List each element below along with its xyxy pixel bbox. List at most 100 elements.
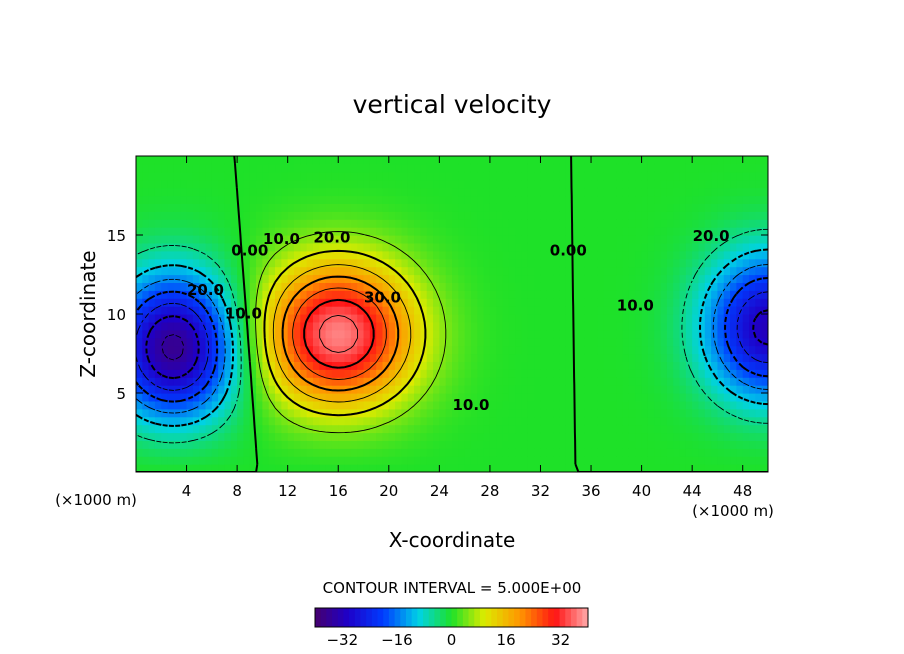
- heatmap-cell: [628, 179, 636, 189]
- heatmap-cell: [344, 408, 352, 418]
- heatmap-cell: [704, 345, 712, 355]
- heatmap-cell: [211, 163, 219, 173]
- heatmap-cell: [572, 227, 579, 236]
- heatmap-cell: [281, 464, 289, 472]
- heatmap-cell: [287, 314, 295, 323]
- colorbar-tick-label: −32: [326, 631, 358, 649]
- contour-label: 0.00: [550, 241, 587, 259]
- heatmap-cell: [660, 353, 668, 362]
- heatmap-cell: [464, 171, 472, 181]
- heatmap-cell: [458, 369, 466, 378]
- heatmap-cell: [565, 235, 573, 244]
- heatmap-cell: [572, 329, 579, 339]
- heatmap-cell: [464, 440, 472, 449]
- heatmap-cell: [534, 156, 542, 165]
- heatmap-cell: [287, 258, 295, 268]
- heatmap-cell: [584, 424, 592, 434]
- heatmap-cell: [654, 219, 662, 228]
- heatmap-cell: [357, 203, 365, 212]
- heatmap-cell: [319, 345, 327, 355]
- heatmap-cell: [211, 187, 219, 197]
- heatmap-cell: [515, 258, 523, 268]
- heatmap-cell: [344, 369, 352, 378]
- heatmap-cell: [439, 235, 447, 244]
- heatmap-cell: [730, 345, 737, 355]
- heatmap-cell: [344, 353, 352, 362]
- heatmap-cell: [167, 337, 175, 347]
- heatmap-cell: [243, 163, 251, 173]
- heatmap-cell: [559, 385, 567, 394]
- colorbar-swatch: [553, 608, 560, 627]
- heatmap-cell: [180, 195, 188, 204]
- heatmap-cell: [148, 298, 156, 307]
- heatmap-cell: [186, 274, 194, 283]
- heatmap-cell: [559, 171, 567, 181]
- heatmap-cell: [382, 163, 390, 173]
- heatmap-cell: [521, 163, 529, 173]
- heatmap-cell: [300, 242, 308, 252]
- heatmap-cell: [730, 377, 737, 386]
- heatmap-cell: [218, 314, 226, 323]
- heatmap-cell: [243, 361, 251, 370]
- heatmap-cell: [312, 242, 320, 252]
- heatmap-cell: [136, 195, 143, 204]
- heatmap-cell: [591, 282, 598, 291]
- heatmap-cell: [527, 345, 535, 355]
- heatmap-cell: [199, 408, 207, 418]
- heatmap-cell: [584, 400, 592, 410]
- heatmap-cell: [211, 203, 219, 212]
- heatmap-cell: [717, 163, 725, 173]
- heatmap-cell: [363, 203, 371, 212]
- heatmap-cell: [673, 156, 681, 165]
- heatmap-cell: [711, 179, 719, 189]
- heatmap-cell: [376, 290, 384, 299]
- heatmap-cell: [496, 187, 504, 197]
- heatmap-cell: [154, 424, 162, 434]
- heatmap-cell: [407, 235, 415, 244]
- heatmap-cell: [300, 203, 308, 212]
- heatmap-cell: [654, 235, 662, 244]
- heatmap-cell: [452, 353, 459, 362]
- heatmap-cell: [388, 456, 396, 465]
- heatmap-cell: [502, 219, 510, 228]
- heatmap-cell: [673, 385, 681, 394]
- heatmap-cell: [433, 211, 440, 220]
- heatmap-cell: [477, 179, 485, 189]
- heatmap-cell: [357, 416, 365, 426]
- heatmap-cell: [508, 464, 516, 472]
- heatmap-cell: [414, 163, 421, 173]
- heatmap-cell: [136, 400, 143, 410]
- heatmap-cell: [578, 424, 586, 434]
- heatmap-cell: [477, 456, 485, 465]
- heatmap-cell: [439, 179, 447, 189]
- heatmap-cell: [546, 361, 554, 370]
- heatmap-cell: [262, 171, 270, 181]
- heatmap-cell: [161, 298, 169, 307]
- heatmap-cell: [464, 250, 472, 260]
- heatmap-cell: [546, 440, 554, 449]
- heatmap-cell: [477, 203, 485, 212]
- heatmap-cell: [578, 235, 586, 244]
- heatmap-cell: [338, 369, 346, 378]
- heatmap-cell: [755, 219, 763, 228]
- heatmap-cell: [742, 393, 750, 402]
- heatmap-cell: [647, 258, 655, 268]
- heatmap-cell: [414, 408, 421, 418]
- heatmap-cell: [452, 432, 459, 441]
- heatmap-cell: [692, 432, 700, 441]
- heatmap-cell: [546, 171, 554, 181]
- heatmap-cell: [641, 314, 649, 323]
- heatmap-cell: [230, 361, 238, 370]
- heatmap-cell: [597, 314, 605, 323]
- heatmap-cell: [477, 424, 485, 434]
- heatmap-cell: [180, 298, 188, 307]
- heatmap-cell: [622, 432, 630, 441]
- heatmap-cell: [540, 400, 548, 410]
- heatmap-cell: [325, 227, 333, 236]
- heatmap-cell: [161, 464, 169, 472]
- heatmap-cell: [692, 464, 700, 472]
- heatmap-cell: [287, 235, 295, 244]
- heatmap-cell: [464, 337, 472, 347]
- heatmap-cell: [477, 219, 485, 228]
- heatmap-cell: [647, 195, 655, 204]
